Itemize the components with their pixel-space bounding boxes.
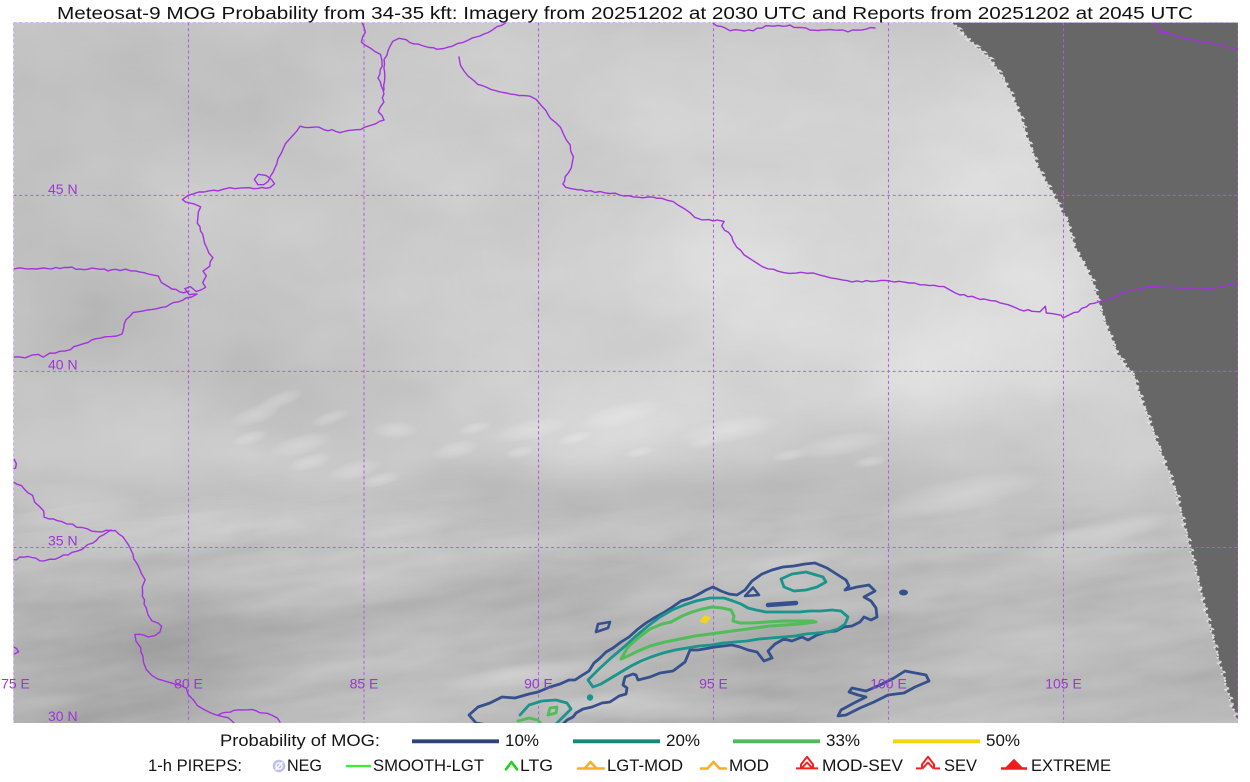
svg-text:10%: 10% (505, 732, 539, 750)
svg-text:95 E: 95 E (699, 675, 728, 691)
svg-text:75 E: 75 E (1, 675, 30, 691)
svg-text:90 E: 90 E (524, 675, 553, 691)
svg-text:45 N: 45 N (48, 181, 78, 197)
svg-text:35 N: 35 N (48, 533, 78, 549)
svg-text:1-h PIREPS:: 1-h PIREPS: (148, 757, 242, 775)
svg-text:40 N: 40 N (48, 357, 78, 373)
svg-text:EXTREME: EXTREME (1031, 757, 1111, 775)
svg-text:SMOOTH-LGT: SMOOTH-LGT (373, 757, 484, 775)
svg-text:Meteosat-9 MOG Probability fro: Meteosat-9 MOG Probability from 34-35 kf… (57, 3, 1193, 23)
svg-text:MOD-SEV: MOD-SEV (822, 757, 903, 775)
svg-text:MOD: MOD (729, 757, 769, 775)
svg-text:85 E: 85 E (350, 675, 379, 691)
svg-text:LTG: LTG (520, 757, 553, 775)
svg-text:100 E: 100 E (870, 675, 907, 691)
svg-text:LGT-MOD: LGT-MOD (607, 757, 683, 775)
svg-text:80 E: 80 E (174, 675, 203, 691)
svg-text:Probability of MOG:: Probability of MOG: (220, 732, 380, 750)
svg-text:30 N: 30 N (48, 708, 78, 724)
svg-text:NEG: NEG (287, 757, 322, 775)
svg-text:33%: 33% (826, 732, 860, 750)
svg-text:20%: 20% (666, 732, 700, 750)
svg-text:SEV: SEV (944, 757, 977, 775)
svg-text:105 E: 105 E (1045, 675, 1082, 691)
svg-text:50%: 50% (986, 732, 1020, 750)
